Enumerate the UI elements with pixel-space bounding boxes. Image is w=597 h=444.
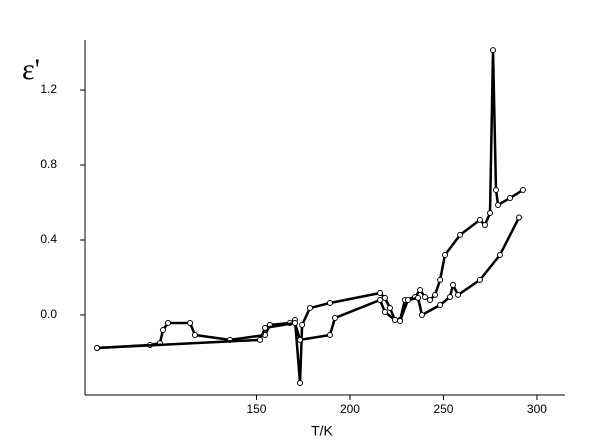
data-point xyxy=(449,281,456,288)
data-point xyxy=(476,216,483,223)
data-point xyxy=(455,291,462,298)
data-point xyxy=(516,214,523,221)
data-point xyxy=(495,201,502,208)
data-point xyxy=(496,251,503,258)
data-point xyxy=(392,317,399,324)
data-point xyxy=(415,294,422,301)
data-point xyxy=(417,287,424,294)
data-point xyxy=(493,186,500,193)
y-tick-label: 0.0 xyxy=(40,307,57,321)
data-point xyxy=(507,195,514,202)
data-point xyxy=(377,296,384,303)
data-point xyxy=(93,344,100,351)
x-tick-label: 200 xyxy=(340,402,360,416)
y-axis-label: ε' xyxy=(22,53,40,86)
x-tick-label: 150 xyxy=(246,402,266,416)
data-point xyxy=(404,296,411,303)
data-point xyxy=(476,276,483,283)
data-point xyxy=(326,299,333,306)
y-tick-label: 0.4 xyxy=(40,232,57,246)
data-point xyxy=(447,293,454,300)
y-tick-label: 0.8 xyxy=(40,157,57,171)
data-point xyxy=(418,311,425,318)
data-point xyxy=(519,186,526,193)
data-point xyxy=(381,294,388,301)
data-point xyxy=(257,336,264,343)
data-point xyxy=(386,305,393,312)
data-point xyxy=(432,291,439,298)
data-point xyxy=(377,290,384,297)
data-point xyxy=(159,326,166,333)
data-point xyxy=(297,380,304,387)
data-point xyxy=(437,302,444,309)
data-point xyxy=(306,305,313,312)
x-tick-label: 300 xyxy=(527,402,547,416)
data-point xyxy=(441,251,448,258)
data-point xyxy=(381,308,388,315)
y-tick-label: 1.2 xyxy=(40,82,57,96)
data-point xyxy=(481,221,488,228)
data-point xyxy=(297,336,304,343)
series-line xyxy=(96,216,521,350)
data-point xyxy=(291,320,298,327)
data-point xyxy=(457,231,464,238)
data-point xyxy=(437,276,444,283)
data-point xyxy=(165,320,172,327)
data-point xyxy=(191,332,198,339)
series-line xyxy=(96,50,524,384)
x-axis-label: T/K xyxy=(311,423,333,439)
data-point xyxy=(326,332,333,339)
data-point xyxy=(332,314,339,321)
data-point xyxy=(262,324,269,331)
data-point xyxy=(426,296,433,303)
data-point xyxy=(490,47,497,54)
data-point xyxy=(487,210,494,217)
x-tick-label: 250 xyxy=(433,402,453,416)
data-point xyxy=(397,317,404,324)
data-point xyxy=(299,321,306,328)
data-point xyxy=(187,320,194,327)
data-point xyxy=(421,293,428,300)
